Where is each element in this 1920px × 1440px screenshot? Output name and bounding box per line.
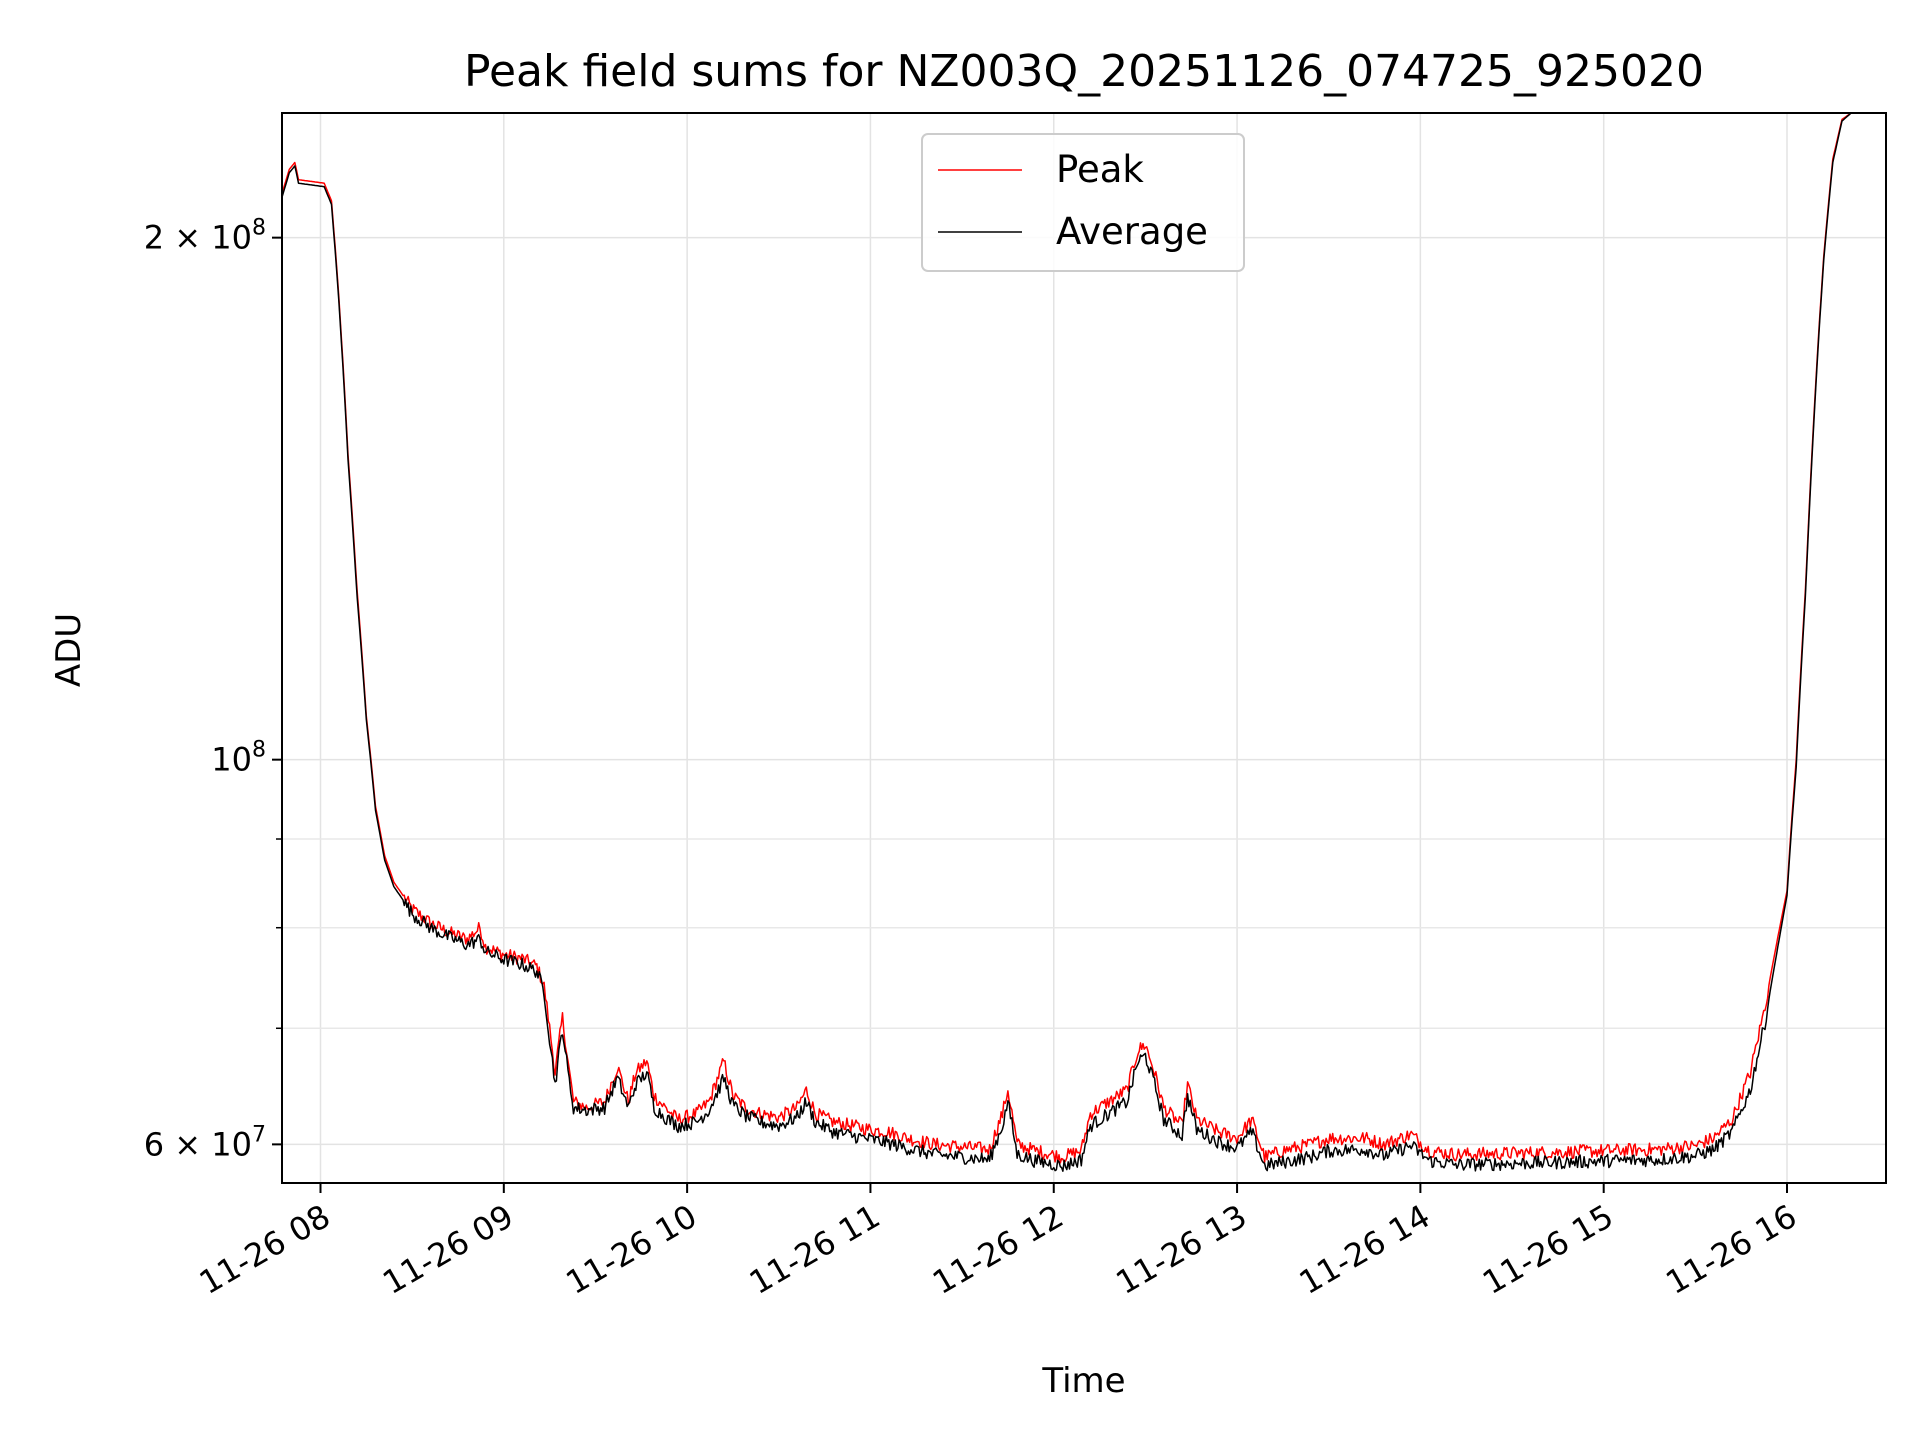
legend: Peak Average xyxy=(921,133,1245,272)
y-tick-exponent: 7 xyxy=(252,1122,266,1147)
legend-average-label: Average xyxy=(1056,210,1208,253)
y-axis-label: ADU xyxy=(49,613,89,687)
y-tick-base: 10 xyxy=(211,741,252,779)
plot-frame xyxy=(281,112,1887,1184)
y-tick-label: 6 × 107 xyxy=(144,1122,266,1163)
series-line-peak xyxy=(281,112,1886,1164)
series-line-average xyxy=(281,112,1886,1172)
y-tick-label: 108 xyxy=(211,738,266,779)
y-tick-base: 6 × 10 xyxy=(144,1125,252,1163)
legend-box xyxy=(921,133,1245,272)
y-tick-exponent: 8 xyxy=(252,738,266,763)
y-tick-label: 2 × 108 xyxy=(144,216,266,257)
chart-title: Peak field sums for NZ003Q_20251126_0747… xyxy=(464,46,1704,97)
y-tick-exponent: 8 xyxy=(252,216,266,241)
legend-peak-label: Peak xyxy=(1056,148,1144,191)
series-layer xyxy=(281,112,1886,1172)
y-tick-base: 2 × 10 xyxy=(144,219,252,257)
x-axis-label: Time xyxy=(1041,1361,1125,1401)
